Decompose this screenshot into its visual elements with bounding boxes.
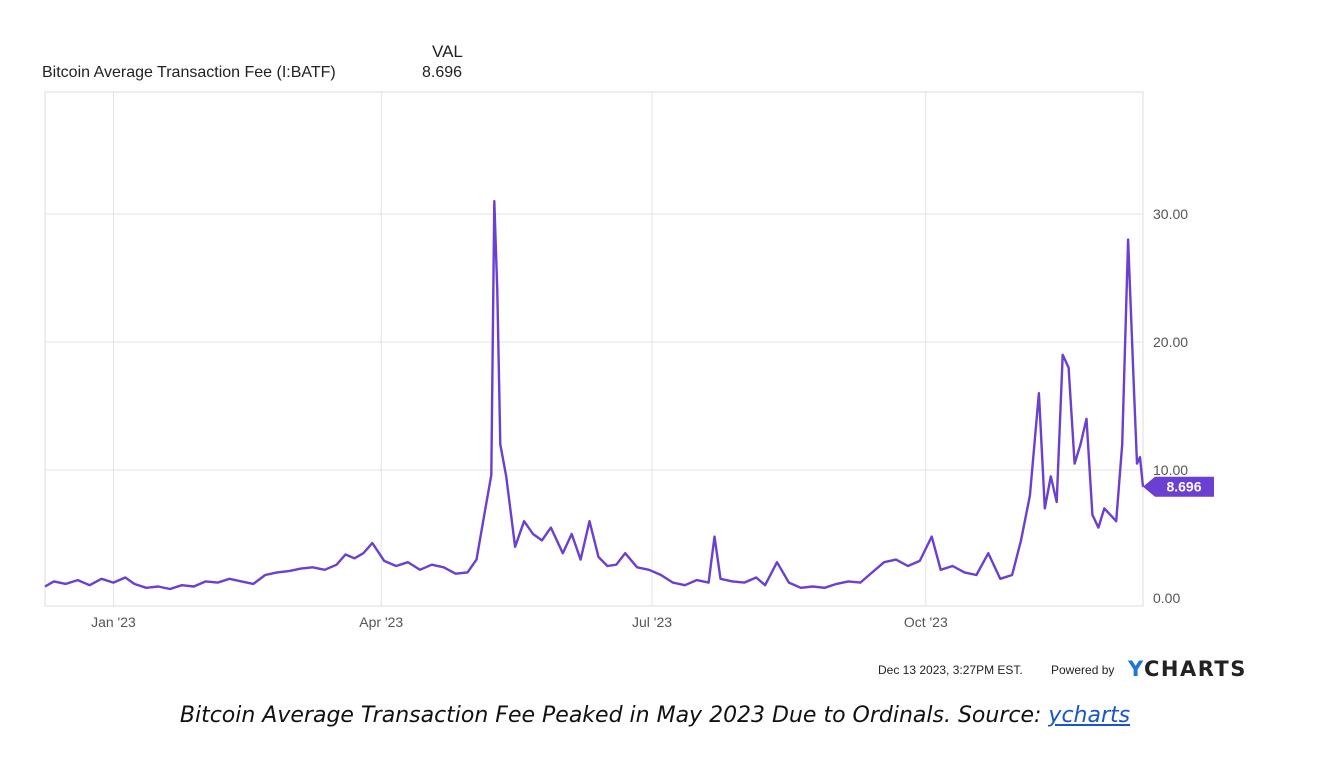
x-tick-label-2: Jul '23 bbox=[632, 614, 672, 630]
y-tick-label-0: 0.00 bbox=[1153, 590, 1180, 606]
last-value-badge-layer: 8.696 bbox=[1143, 476, 1214, 497]
ycharts-logo: YCHARTS bbox=[1128, 657, 1247, 681]
ycharts-logo-text: CHARTS bbox=[1143, 657, 1247, 681]
x-tick-label-3: Oct '23 bbox=[904, 614, 948, 630]
ycharts-logo-y: Y bbox=[1128, 657, 1144, 681]
legend-series-name: Bitcoin Average Transaction Fee (I:BATF) bbox=[42, 64, 336, 81]
plot-frame bbox=[44, 91, 1144, 607]
figure-caption: Bitcoin Average Transaction Fee Peaked i… bbox=[0, 703, 1310, 728]
caption-text: Bitcoin Average Transaction Fee Peaked i… bbox=[179, 703, 1049, 728]
legend-header: VAL bbox=[432, 42, 463, 61]
x-axis-ticks: Jan '23 Apr '23 Jul '23 Oct '23 bbox=[91, 614, 948, 630]
x-tick-label-0: Jan '23 bbox=[91, 614, 136, 630]
y-tick-label-1: 10.00 bbox=[1153, 462, 1188, 478]
last-value-badge bbox=[1143, 476, 1214, 497]
grid-layer bbox=[45, 91, 1143, 606]
last-value-badge-label: 8.696 bbox=[1166, 479, 1201, 495]
series-layer bbox=[44, 200, 1145, 591]
y-tick-label-2: 20.00 bbox=[1153, 334, 1188, 350]
y-tick-label-3: 30.00 bbox=[1153, 206, 1188, 222]
y-axis-ticks: 0.00 10.00 20.00 30.00 bbox=[1153, 206, 1188, 606]
powered-by-label: Powered by bbox=[1051, 663, 1115, 677]
x-tick-label-1: Apr '23 bbox=[359, 614, 403, 630]
timestamp-label: Dec 13 2023, 3:27PM EST. bbox=[878, 663, 1023, 677]
source-link[interactable]: ycharts bbox=[1048, 703, 1131, 728]
series-line-0 bbox=[44, 200, 1145, 591]
legend-series-value: 8.696 bbox=[422, 64, 463, 81]
line-chart: 0.00 10.00 20.00 30.00 Jan '23 Apr '23 Jul '2… bbox=[44, 91, 1214, 630]
